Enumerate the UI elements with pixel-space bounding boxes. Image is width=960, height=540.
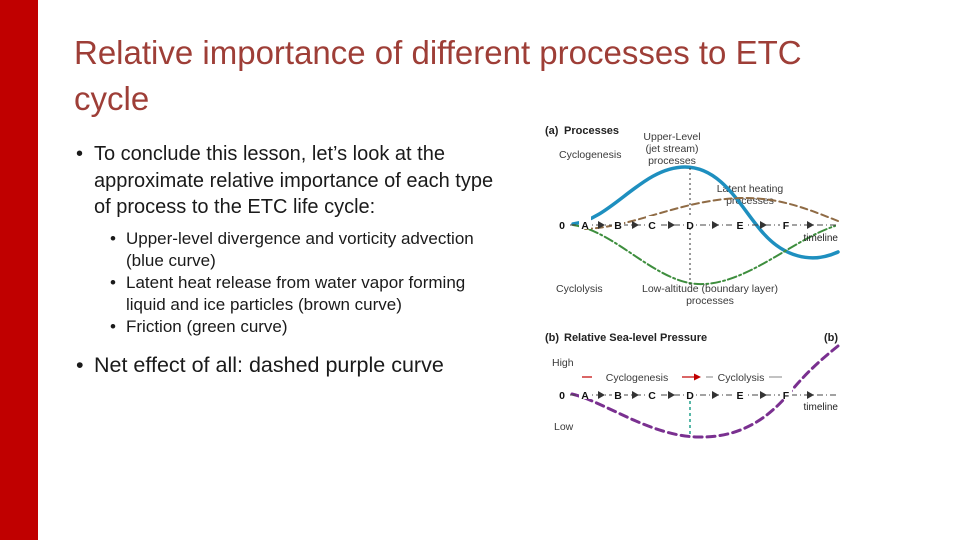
timeline-b-zero: 0 [559, 390, 565, 402]
purple-net-effect-curve [570, 344, 840, 439]
panel-a-title: Processes [564, 125, 619, 137]
cyclolysis-label-a: Cyclolysis [556, 283, 603, 295]
panel-a: (a) Processes Cyclogenesis Upper-Level (… [545, 125, 840, 307]
sub-bullet-brown-text: Latent heat release from water vapor for… [126, 272, 466, 315]
etc-cycle-figure: (a) Processes Cyclogenesis Upper-Level (… [540, 118, 888, 458]
phase-labels: Cyclogenesis Cyclolysis [582, 372, 782, 384]
etc-cycle-diagram: (a) Processes Cyclogenesis Upper-Level (… [545, 125, 840, 439]
high-pressure-label: High [552, 357, 574, 369]
upper-level-label-1: Upper-Level [643, 131, 700, 143]
timeline-a-zero: 0 [559, 220, 565, 232]
panel-a-tag: (a) [545, 125, 559, 137]
cyclolysis-label-b: Cyclolysis [718, 372, 765, 384]
bullet-list: To conclude this lesson, let’s look at t… [74, 141, 524, 380]
timeline-letters-a: A B C D E F [579, 216, 792, 232]
timeline-axis-b: A B C D E F 0 timeline [559, 386, 838, 413]
cyclogenesis-arrow-head [694, 373, 701, 381]
timeline-b-label: timeline [804, 402, 839, 413]
brown-latent-heating-curve [584, 196, 839, 230]
blue-upper-level-curve [571, 165, 840, 260]
timeline-a-letter-E: E [736, 220, 743, 232]
low-altitude-label-1: Low-altitude (boundary layer) [642, 283, 778, 295]
timeline-b-letter-A: A [581, 390, 589, 402]
timeline-a-letter-A: A [581, 220, 589, 232]
sub-bullet-blue: Upper-level divergence and vorticity adv… [108, 228, 504, 272]
panel-b-title: Relative Sea-level Pressure [564, 332, 707, 344]
timeline-a-letter-C: C [648, 220, 656, 232]
page-title: Relative importance of different process… [74, 34, 802, 118]
sub-bullet-blue-text: Upper-level divergence and vorticity adv… [126, 228, 474, 270]
timeline-b-letter-E: E [736, 390, 743, 402]
sub-bullet-green: Friction (green curve) [108, 316, 504, 338]
sub-bullet-green-text: Friction (green curve) [126, 317, 288, 337]
cyclogenesis-label-b: Cyclogenesis [606, 372, 668, 384]
timeline-arrows-b [598, 391, 814, 399]
latent-heating-label-1: Latent heating [717, 183, 784, 195]
timeline-arrows-a [598, 221, 814, 229]
bullet-net-effect-text: Net effect of all: dashed purple curve [94, 353, 444, 378]
bullet-intro: To conclude this lesson, let’s look at t… [74, 141, 504, 221]
timeline-a-label: timeline [804, 233, 839, 244]
timeline-a-letter-D: D [686, 220, 694, 232]
panel-b-tag-left: (b) [545, 332, 559, 344]
upper-level-label-2: (jet stream) [645, 143, 698, 155]
low-pressure-label: Low [554, 421, 574, 433]
timeline-b-letter-D: D [686, 390, 694, 402]
timeline-b-letter-C: C [648, 390, 656, 402]
timeline-axis-a: A B C D E F 0 timeline [559, 216, 838, 244]
accent-bar [0, 0, 38, 540]
bullet-intro-text: To conclude this lesson, let’s look at t… [94, 143, 494, 219]
panel-b: (b) Relative Sea-level Pressure (b) High… [545, 332, 840, 439]
timeline-a-letter-F: F [783, 220, 790, 232]
sub-bullet-list: Upper-level divergence and vorticity adv… [108, 228, 504, 339]
sub-bullet-brown: Latent heat release from water vapor for… [108, 272, 504, 316]
timeline-a-letter-B: B [614, 220, 622, 232]
timeline-letters-b: A B C D E F [579, 386, 792, 402]
green-friction-curve [572, 224, 836, 286]
cyclogenesis-label-a: Cyclogenesis [559, 149, 621, 161]
timeline-b-letter-B: B [614, 390, 622, 402]
low-altitude-label-2: processes [686, 295, 734, 307]
timeline-b-letter-F: F [783, 390, 790, 402]
upper-level-label-3: processes [648, 155, 696, 167]
bullet-net-effect: Net effect of all: dashed purple curve [74, 352, 456, 380]
panel-b-tag-right: (b) [824, 332, 838, 344]
